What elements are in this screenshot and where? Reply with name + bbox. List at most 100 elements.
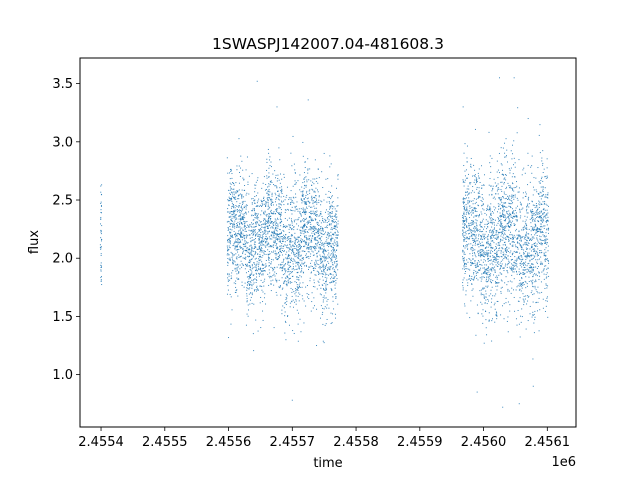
data-point [100,262,102,264]
data-point [480,251,482,253]
data-point [270,161,272,163]
data-point [280,252,282,254]
data-point [290,198,292,200]
data-point [237,237,239,239]
data-point [258,238,260,240]
data-point [244,222,246,224]
data-point [262,182,264,184]
data-point [525,247,527,249]
data-point [316,189,318,191]
data-point [322,250,324,252]
data-point [235,242,237,244]
data-point [334,214,336,216]
data-point [227,273,229,275]
data-point [496,236,498,238]
data-point [506,264,508,266]
data-point [231,309,233,311]
data-point [230,168,232,170]
data-point [512,196,514,198]
data-point [497,216,499,218]
data-point [247,287,249,289]
data-point [545,258,547,260]
data-point [266,265,268,267]
data-point [485,247,487,249]
data-point [466,238,468,240]
data-point [260,229,262,231]
data-point [304,241,306,243]
data-point [502,205,504,207]
data-point [512,234,514,236]
data-point [293,163,295,165]
data-point [316,288,318,290]
data-point [264,229,266,231]
data-point [285,293,287,295]
data-point [258,223,260,225]
data-point [482,203,484,205]
data-point [508,205,510,207]
data-point [482,249,484,251]
data-point [463,152,465,154]
data-point [464,272,466,274]
data-point [532,264,534,266]
data-point [291,229,293,231]
data-point [466,145,468,147]
data-point [463,261,465,263]
data-point [282,254,284,256]
data-point [490,232,492,234]
data-point [244,185,246,187]
data-point [535,244,537,246]
data-point [235,257,237,259]
data-point [275,229,277,231]
data-point [322,217,324,219]
data-point [271,195,273,197]
data-point [267,254,269,256]
data-point [286,284,288,286]
data-point [235,286,237,288]
data-point [260,327,262,329]
data-point [527,152,529,154]
data-point [299,275,301,277]
data-point [269,197,271,199]
data-point [535,280,537,282]
data-point [512,188,514,190]
data-point [281,264,283,266]
data-point [275,211,277,213]
data-point [309,202,311,204]
data-point [272,251,274,253]
data-point [477,272,479,274]
data-point [307,255,309,257]
data-point [463,236,465,238]
data-point [278,251,280,253]
data-point [471,206,473,208]
data-point [304,265,306,267]
data-point [527,255,529,257]
data-point [245,272,247,274]
data-point [529,248,531,250]
data-point [319,265,321,267]
data-point [323,250,325,252]
data-point [227,247,229,249]
data-point [249,261,251,263]
data-point [478,215,480,217]
data-point [326,277,328,279]
data-point [232,204,234,206]
data-point [492,232,494,234]
data-point [271,182,273,184]
data-point [500,200,502,202]
data-point [288,274,290,276]
data-point [273,241,275,243]
data-point [300,246,302,248]
data-point [545,194,547,196]
data-point [539,211,541,213]
data-point [536,205,538,207]
data-point [269,191,271,193]
data-point [307,222,309,224]
data-point [234,245,236,247]
data-point [476,182,478,184]
data-point [509,185,511,187]
data-point [539,231,541,233]
data-point [273,211,275,213]
data-point [314,249,316,251]
data-point [541,231,543,233]
data-point [306,192,308,194]
